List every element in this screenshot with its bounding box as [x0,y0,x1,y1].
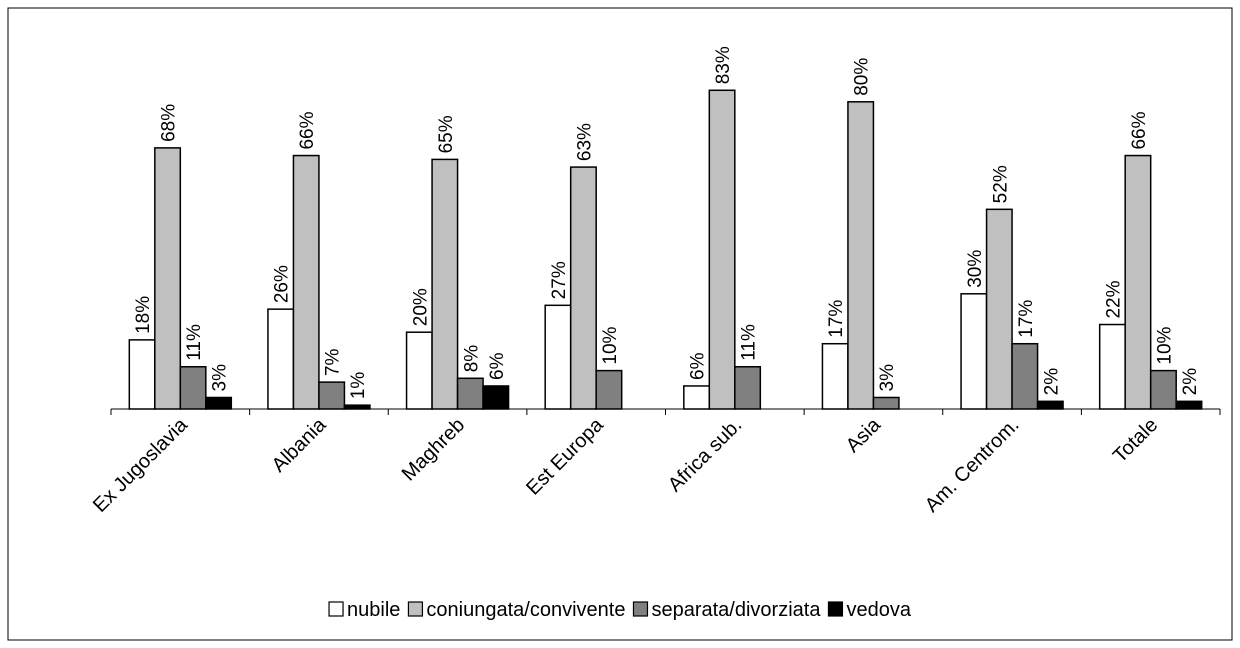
bar [1036,400,1064,410]
bar [985,208,1013,410]
value-label: 66% [297,111,318,149]
value-label: 10% [600,326,621,364]
value-label: 8% [461,345,482,373]
bar [734,366,762,410]
bar [1011,342,1039,410]
value-label: 66% [1129,111,1150,149]
bar [267,308,295,410]
value-label: 30% [965,250,986,288]
bar [318,381,346,410]
legend-label: nubile [347,599,400,621]
value-label: 10% [1154,326,1175,364]
value-label: 6% [688,352,709,380]
bar [431,158,459,410]
value-label: 68% [159,104,180,142]
bar [179,366,207,410]
value-label: 52% [990,165,1011,203]
bar [872,396,900,410]
bar [960,293,988,410]
value-label: 27% [549,261,570,299]
value-label: 6% [487,352,508,380]
value-label: 3% [877,364,898,392]
legend-label: separata/divorziata [651,599,821,621]
value-label: 20% [410,288,431,326]
value-label: 2% [1041,368,1062,396]
bar [1098,323,1126,410]
bar [1124,154,1152,410]
bar [482,385,510,410]
bar [821,342,849,410]
chart-frame [7,7,1233,641]
value-label: 3% [210,364,231,392]
bar [292,154,320,410]
value-label: 63% [574,123,595,161]
legend-label: coniungata/convivente [426,599,625,621]
bar [128,339,156,410]
value-label: 11% [739,324,760,361]
bar [405,331,433,410]
value-label: 22% [1103,280,1124,318]
bar [569,166,597,410]
legend-swatch [328,601,344,617]
legend-swatch [407,601,424,617]
value-label: 1% [348,372,369,400]
value-label: 17% [826,300,847,338]
legend-label: vedova [846,599,911,621]
value-label: 65% [436,115,457,153]
legend-swatch [827,601,844,617]
bar [1175,400,1203,410]
bar [683,385,711,410]
bar [595,369,623,410]
value-label: 80% [852,58,873,96]
bar [1149,369,1177,410]
value-label: 26% [272,265,293,303]
value-label: 2% [1180,368,1201,396]
legend-swatch [632,601,649,617]
bar [708,89,736,410]
bar [205,396,233,410]
value-label: 83% [713,46,734,84]
value-label: 18% [133,296,154,334]
bar [544,304,572,410]
bar [456,377,484,410]
value-label: 11% [184,324,205,361]
value-label: 7% [323,349,344,377]
bar [847,101,875,410]
value-label: 17% [1016,300,1037,338]
bar [343,404,371,410]
bar [154,147,182,410]
